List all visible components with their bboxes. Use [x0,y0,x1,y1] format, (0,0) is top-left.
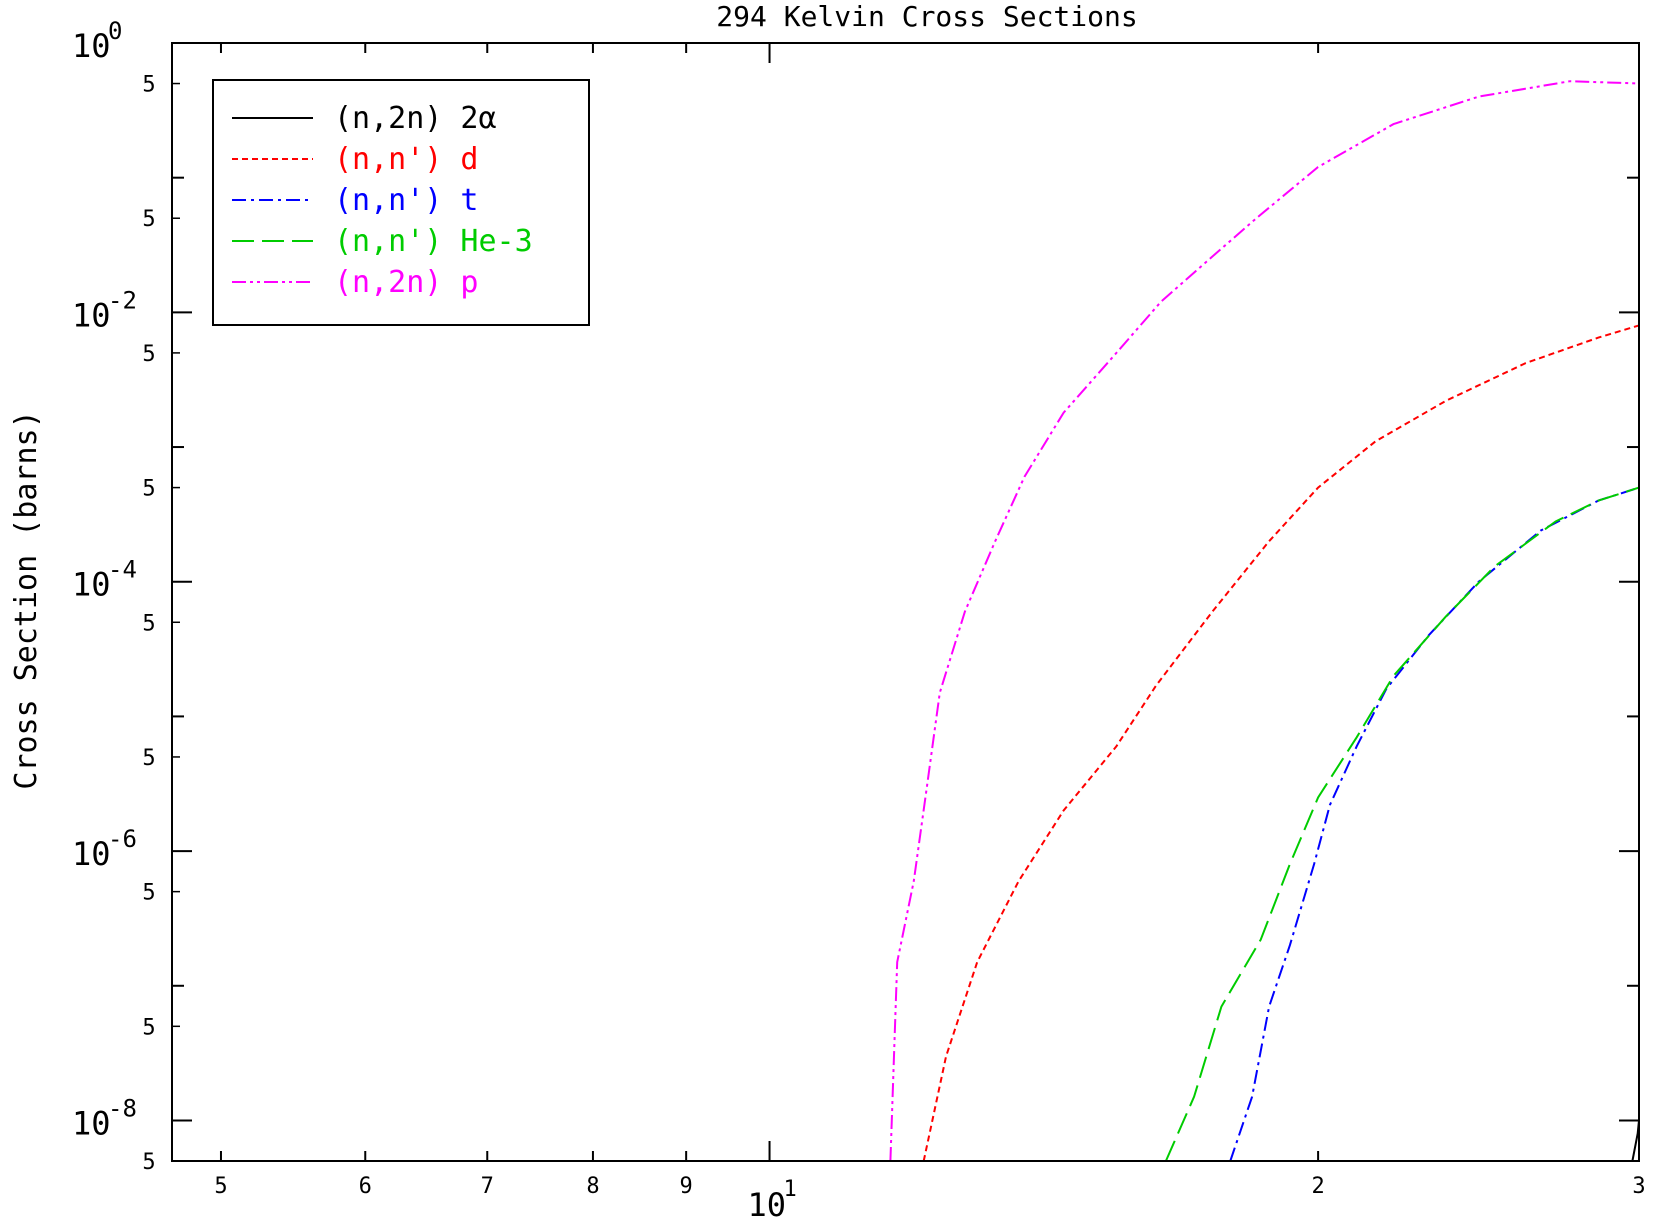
y-minor-tick-label: 5 [142,477,155,502]
legend-label: (n,2n) p [334,265,479,300]
y-tick-label: 10 [72,835,111,873]
y-minor-tick-label: 5 [142,611,155,636]
y-minor-tick-label: 5 [142,1150,155,1175]
y-tick-exponent: -2 [108,286,137,314]
legend-label: (n,n') d [334,142,479,177]
y-tick-label: 10 [72,296,111,334]
plot-frame [171,42,1640,1162]
y-tick-exponent: -4 [108,556,137,584]
y-tick-exponent: 0 [108,17,122,45]
series-line-4 [1164,486,1640,1162]
legend-label: (n,n') t [334,183,479,218]
y-minor-tick-label: 5 [142,1015,155,1040]
x-tick-label: 9 [680,1174,693,1199]
series-line-3 [1229,486,1640,1162]
legend-box [212,79,590,326]
x-tick-exponent: 1 [784,1177,797,1202]
y-tick-exponent: -8 [108,1094,137,1122]
x-tick-label: 7 [481,1174,494,1199]
y-tick-label: 10 [72,27,111,65]
y-tick-label: 10 [72,1104,111,1142]
x-tick-label: 8 [586,1174,599,1199]
y-tick-label: 10 [72,566,111,604]
x-tick-label: 6 [359,1174,372,1199]
y-minor-tick-label: 5 [142,342,155,367]
x-tick-label: 10 [748,1186,787,1223]
y-minor-tick-label: 5 [142,207,155,232]
y-minor-tick-label: 5 [142,746,155,771]
legend: (n,2n) 2α (n,n') d (n,n') t (n,n') He-3 (n,2… [212,79,590,326]
chart-title: 294 Kelvin Cross Sections [716,0,1137,33]
legend-label: (n,2n) 2α [334,101,497,136]
y-minor-tick-label: 5 [142,881,155,906]
series-line-5 [889,80,1640,1162]
y-axis-label: Cross Section (barns) [9,410,44,789]
legend-label: (n,n') He-3 [334,224,533,259]
x-tick-label: 2 [1311,1174,1324,1199]
y-tick-exponent: -6 [108,825,137,853]
x-tick-label: 5 [214,1174,227,1199]
x-tick-label: 3 [1632,1174,1645,1199]
x-axis-ticks: 5 6 7 8 9 2 3 101 [214,43,1646,1223]
y-minor-tick-label: 5 [142,73,155,98]
